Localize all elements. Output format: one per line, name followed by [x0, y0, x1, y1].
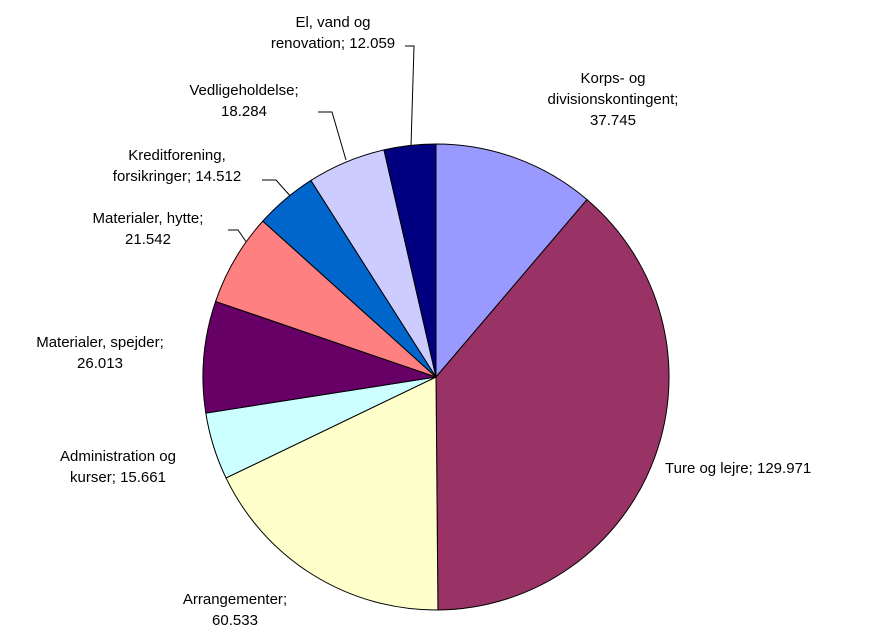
value-label: 15.661 — [120, 469, 166, 486]
pie-slice — [383, 143, 437, 378]
data-label: Korps- og divisionskontingent; 37.745 — [538, 68, 688, 131]
label-separator: ; — [282, 591, 292, 608]
label-separator: ; — [340, 35, 350, 52]
pie-slice — [202, 300, 437, 414]
value-label: 37.745 — [590, 112, 636, 129]
data-label: Administration og kurser; 15.661 — [48, 446, 188, 488]
leader-line — [262, 179, 293, 199]
value-label: 18.284 — [221, 103, 267, 120]
category-name: Materialer, hytte — [92, 210, 200, 227]
data-label: Kreditforening, forsikringer; 14.512 — [97, 145, 257, 187]
leader-line — [228, 229, 248, 244]
category-name: Korps- og divisionskontingent — [547, 70, 675, 108]
label-separator: ; — [199, 210, 208, 227]
data-label: Materialer, hytte; 21.542 — [78, 208, 218, 250]
category-name: Arrangementer — [182, 591, 283, 608]
data-label: Arrangementer; 60.533 — [175, 589, 295, 631]
leader-line — [318, 111, 347, 161]
data-label: Ture og lejre; 129.971 — [665, 458, 811, 479]
label-separator: ; — [294, 82, 303, 99]
value-label: 60.533 — [212, 612, 258, 629]
category-name: Vedligeholdelse — [189, 82, 295, 99]
value-label: 12.059 — [349, 35, 396, 52]
value-label: 14.512 — [195, 168, 242, 185]
data-label: El, vand og renovation; 12.059 — [263, 12, 403, 54]
value-label: 26.013 — [77, 355, 123, 372]
data-label: Materialer, spejder; 26.013 — [25, 332, 175, 374]
label-separator: ; — [186, 168, 196, 185]
value-label: 21.542 — [125, 231, 171, 248]
pie-slice — [225, 376, 439, 611]
label-separator: ; — [111, 469, 121, 486]
value-label: 129.971 — [757, 460, 812, 477]
label-separator: ; — [674, 91, 683, 108]
category-name: Kreditforening, forsikringer — [112, 147, 230, 185]
category-name: El, vand og renovation — [270, 14, 375, 52]
category-name: Ture og lejre — [665, 460, 749, 477]
leader-line — [405, 45, 415, 147]
category-name: Materialer, spejder — [36, 334, 160, 351]
pie-slice — [435, 198, 670, 611]
label-separator: ; — [748, 460, 757, 477]
pie-slice — [435, 143, 588, 379]
category-name: Administration og kurser — [60, 448, 181, 486]
label-separator: ; — [159, 334, 168, 351]
data-label: Vedligeholdelse; 18.284 — [179, 80, 309, 122]
